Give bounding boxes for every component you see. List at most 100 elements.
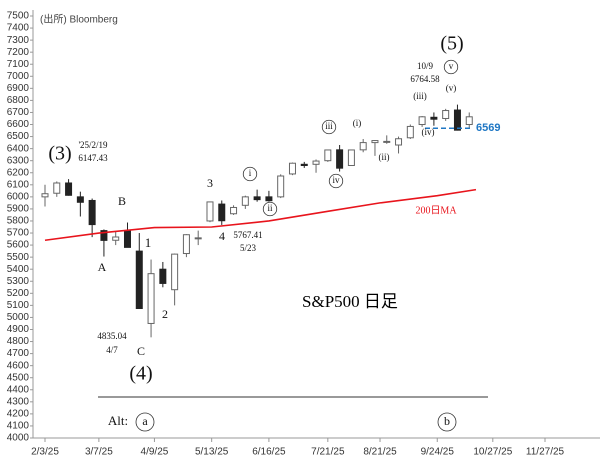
annotation: '25/2/19 [78,140,108,150]
candle-body [182,234,190,255]
ma-label: 200日MA [415,205,457,216]
annotation: 5767.41 [233,230,262,240]
annotation: 3 [207,176,213,190]
y-tick-label: 6200 [7,167,30,178]
y-tick-label: 5600 [7,240,30,251]
annotation: (4) [129,363,152,385]
x-tick-label: 8/21/25 [363,447,397,458]
annotation: A [98,260,107,274]
annotation: 5/23 [240,243,257,253]
candle-body [312,160,320,165]
candle-body [206,201,214,222]
candle-body [230,206,238,215]
y-tick-label: 4500 [7,372,30,383]
candle-body [406,125,414,139]
candle-body [65,182,73,196]
annotation-circle [242,166,258,182]
candle-body [241,196,249,206]
candle-body [277,175,285,198]
candle-body [442,110,450,119]
annotation: 4835.04 [97,331,127,341]
annotation: (i) [353,118,362,128]
candle-body [300,163,308,167]
y-tick-label: 5000 [7,312,30,323]
y-tick-label: 7300 [7,35,30,46]
y-tick-label: 7500 [7,11,30,22]
annotation: (ii) [379,152,390,162]
annotation: v [449,61,454,71]
annotation: (v) [446,83,457,93]
annotation: (5) [440,33,463,55]
annotation: 2 [162,307,168,321]
candle-body [171,253,179,291]
x-tick-label: 3/7/25 [85,447,113,458]
annotation-circle [321,119,337,135]
candle-body [430,116,438,120]
x-tick-label: 11/27/25 [526,447,565,458]
candle-body [418,116,426,126]
y-tick-label: 6100 [7,179,30,190]
y-tick-label: 6700 [7,107,30,118]
annotation: i [249,168,252,178]
y-tick-label: 5900 [7,204,30,215]
candle-body [324,149,332,162]
annotation: 10/9 [417,61,434,71]
candle-body [336,149,344,169]
annotation-circle [262,201,278,217]
annotation: (iv) [422,127,435,137]
ma-line [44,188,477,242]
candle-body [395,138,403,146]
y-tick-label: 6800 [7,95,30,106]
x-tick-label: 6/16/25 [252,447,286,458]
candle-body [147,273,155,324]
y-tick-label: 5400 [7,264,30,275]
source: (出所) Bloomberg [40,13,118,26]
x-tick-label: 7/21/25 [311,447,345,458]
candle-body [359,142,367,151]
support-label: 6569 [476,122,500,134]
chart-title: S&P500 日足 [302,292,398,311]
candle-body [218,203,226,222]
annotation: 6764.58 [410,74,440,84]
candle-body [465,116,473,126]
x-tick-label: 9/24/25 [421,447,455,458]
candle-body [453,109,461,131]
annotation-circle [135,412,155,432]
y-tick-label: 4900 [7,324,30,335]
annotation: (iii) [413,91,427,101]
y-tick-label: 5700 [7,228,30,239]
annotation-circle [328,173,344,189]
candle-body [288,162,296,175]
y-tick-label: 7400 [7,23,30,34]
y-tick-label: 5100 [7,300,30,311]
candle-body [383,140,391,143]
annotation: C [137,344,145,358]
annotation: iv [332,175,340,185]
annotation-circle [443,59,459,75]
candle-body [76,196,84,203]
y-tick-label: 4400 [7,384,30,395]
annotation-circle [437,412,457,432]
annotation: iii [325,121,333,131]
candle-body [347,149,355,167]
x-tick-label: 10/27/25 [473,447,512,458]
candle-body [112,236,120,241]
candle-body [41,193,49,198]
y-tick-label: 6300 [7,155,30,166]
candle-body [53,182,61,194]
candle-body [194,237,202,240]
annotation: ii [267,203,273,213]
y-tick-label: 4100 [7,421,30,432]
x-tick-label: 2/3/25 [31,447,59,458]
x-tick-label: 5/13/25 [195,447,229,458]
y-tick-label: 5200 [7,288,30,299]
y-tick-label: 4000 [7,433,30,444]
annotation: 4/7 [106,345,118,355]
annotation: (3) [48,143,71,165]
y-tick-label: 7000 [7,71,30,82]
annotation: b [444,414,450,428]
y-tick-label: 4800 [7,336,30,347]
y-tick-label: 4700 [7,348,30,359]
candle-body [88,199,96,226]
